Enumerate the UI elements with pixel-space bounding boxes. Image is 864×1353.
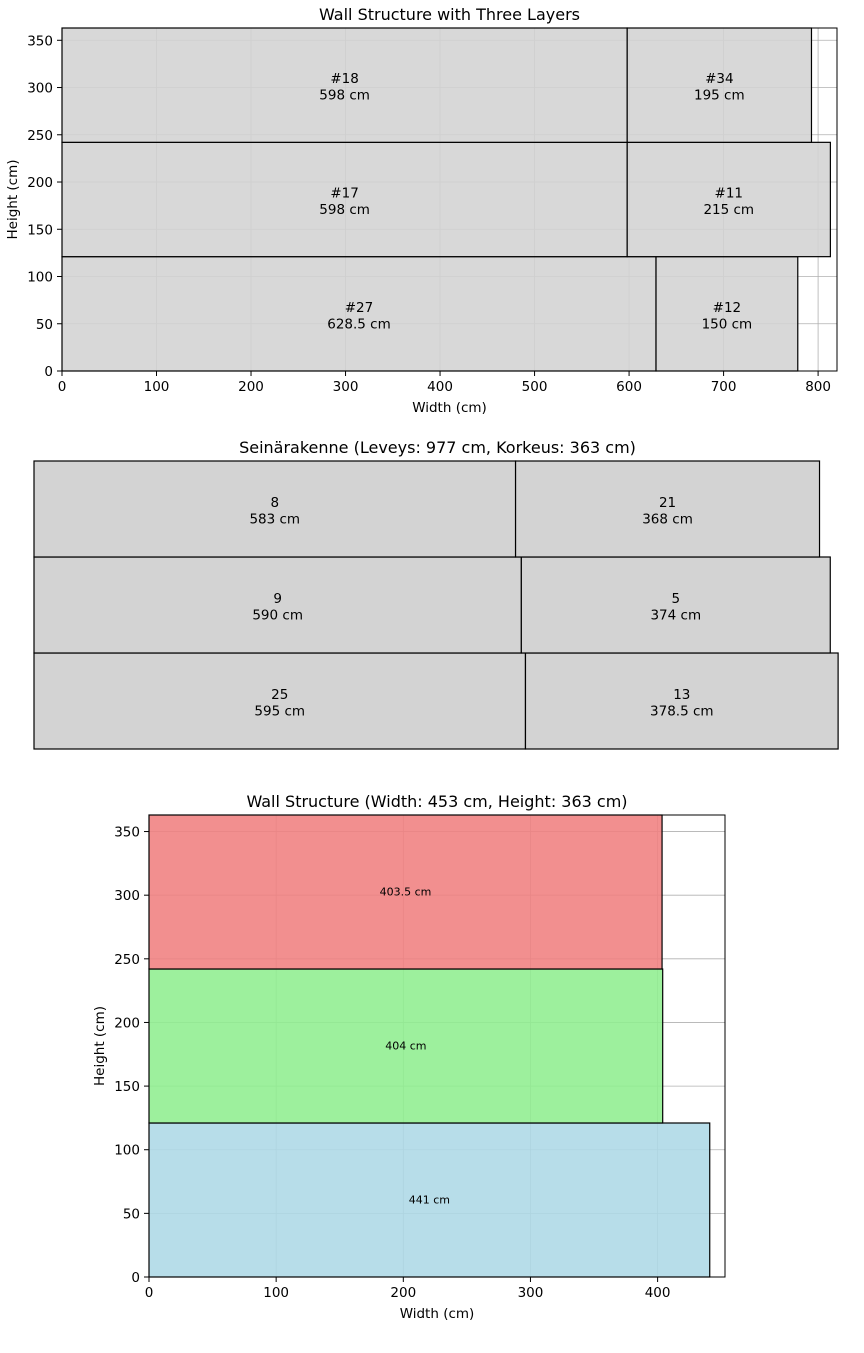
wall-segment-1-0 xyxy=(61,141,628,258)
chart-title: Wall Structure (Width: 453 cm, Height: 3… xyxy=(246,792,627,811)
segment-length-label: 368 cm xyxy=(642,512,693,528)
y-tick-label: 350 xyxy=(27,33,53,49)
segment-id-label: #12 xyxy=(713,300,742,316)
wall-segment-2-0 xyxy=(61,27,628,143)
segment-id-label: 21 xyxy=(659,495,676,511)
wall-segment-0-1 xyxy=(655,256,799,372)
segment-length-label: 403.5 cm xyxy=(380,886,432,899)
axes-frame xyxy=(148,814,726,1278)
segment-id-label: #27 xyxy=(345,300,374,316)
segment-id-label: 8 xyxy=(270,495,279,511)
x-tick-label: 200 xyxy=(390,1285,416,1301)
y-tick-label: 200 xyxy=(114,1015,140,1031)
x-tick-label: 100 xyxy=(263,1285,289,1301)
x-tick-label: 800 xyxy=(805,379,831,395)
axes-frame xyxy=(61,27,838,372)
segment-id-label: 13 xyxy=(673,687,690,703)
y-tick-label: 0 xyxy=(131,1270,140,1286)
wall-segment-0-0 xyxy=(33,652,527,750)
wall-segment-1-1 xyxy=(520,556,831,654)
segment-length-label: 441 cm xyxy=(409,1194,450,1207)
x-tick-label: 600 xyxy=(616,379,642,395)
x-tick-label: 200 xyxy=(238,379,264,395)
x-tick-label: 0 xyxy=(58,379,67,395)
y-axis-label: Height (cm) xyxy=(5,159,21,239)
chart-wall-three-layers: Wall Structure with Three Layers #27628.5… xyxy=(5,5,838,416)
x-axis-label: Width (cm) xyxy=(412,400,487,416)
wall-segment-2-1 xyxy=(626,27,813,143)
y-tick-label: 150 xyxy=(114,1079,140,1095)
wall-segment-0-0 xyxy=(148,1122,711,1278)
segment-length-label: 378.5 cm xyxy=(650,704,714,720)
y-tick-label: 0 xyxy=(44,364,53,380)
y-tick-label: 300 xyxy=(114,888,140,904)
y-tick-label: 250 xyxy=(27,128,53,144)
segment-id-label: #11 xyxy=(715,186,744,202)
y-tick-label: 300 xyxy=(27,81,53,97)
y-tick-label: 100 xyxy=(114,1143,140,1159)
segment-id-label: 25 xyxy=(271,687,288,703)
segment-length-label: 195 cm xyxy=(694,88,745,104)
segment-length-label: 583 cm xyxy=(249,512,300,528)
y-tick-label: 250 xyxy=(114,952,140,968)
wall-segment-0-0 xyxy=(61,256,657,372)
segment-length-label: 595 cm xyxy=(254,704,305,720)
wall-segment-1-1 xyxy=(626,141,831,258)
segment-length-label: 150 cm xyxy=(702,316,753,332)
x-axis-label: Width (cm) xyxy=(400,1306,475,1322)
chart-title: Wall Structure with Three Layers xyxy=(319,5,580,24)
x-tick-label: 300 xyxy=(333,379,359,395)
segment-length-label: 598 cm xyxy=(319,88,370,104)
y-tick-label: 200 xyxy=(27,175,53,191)
segment-id-label: #34 xyxy=(705,71,734,87)
segment-length-label: 628.5 cm xyxy=(327,316,391,332)
wall-segment-1-0 xyxy=(148,968,664,1124)
wall-segment-0-1 xyxy=(524,652,839,750)
segment-length-label: 404 cm xyxy=(385,1040,426,1053)
chart-title: Seinärakenne (Leveys: 977 cm, Korkeus: 3… xyxy=(239,438,636,457)
segment-id-label: #17 xyxy=(330,186,359,202)
y-tick-label: 50 xyxy=(123,1206,140,1222)
wall-segment-2-1 xyxy=(514,460,821,558)
segment-id-label: 5 xyxy=(672,591,681,607)
y-axis-label: Height (cm) xyxy=(92,1006,108,1086)
x-tick-label: 400 xyxy=(645,1285,671,1301)
chart-seinarakenne: Seinärakenne (Leveys: 977 cm, Korkeus: 3… xyxy=(33,438,839,750)
x-tick-label: 700 xyxy=(711,379,737,395)
x-tick-label: 0 xyxy=(145,1285,154,1301)
x-tick-label: 300 xyxy=(518,1285,544,1301)
segment-id-label: 9 xyxy=(273,591,282,607)
segment-length-label: 598 cm xyxy=(319,202,370,218)
segment-id-label: #18 xyxy=(330,71,359,87)
chart-wall-structure-453: Wall Structure (Width: 453 cm, Height: 3… xyxy=(92,792,726,1322)
wall-segment-2-0 xyxy=(148,814,663,970)
x-tick-label: 500 xyxy=(522,379,548,395)
segment-length-label: 590 cm xyxy=(252,608,303,624)
wall-segment-2-0 xyxy=(33,460,517,558)
y-tick-label: 100 xyxy=(27,270,53,286)
x-tick-label: 100 xyxy=(144,379,170,395)
segment-length-label: 215 cm xyxy=(703,202,754,218)
y-tick-label: 350 xyxy=(114,825,140,841)
y-tick-label: 50 xyxy=(36,317,53,333)
segment-length-label: 374 cm xyxy=(650,608,701,624)
x-tick-label: 400 xyxy=(427,379,453,395)
y-tick-label: 150 xyxy=(27,222,53,238)
